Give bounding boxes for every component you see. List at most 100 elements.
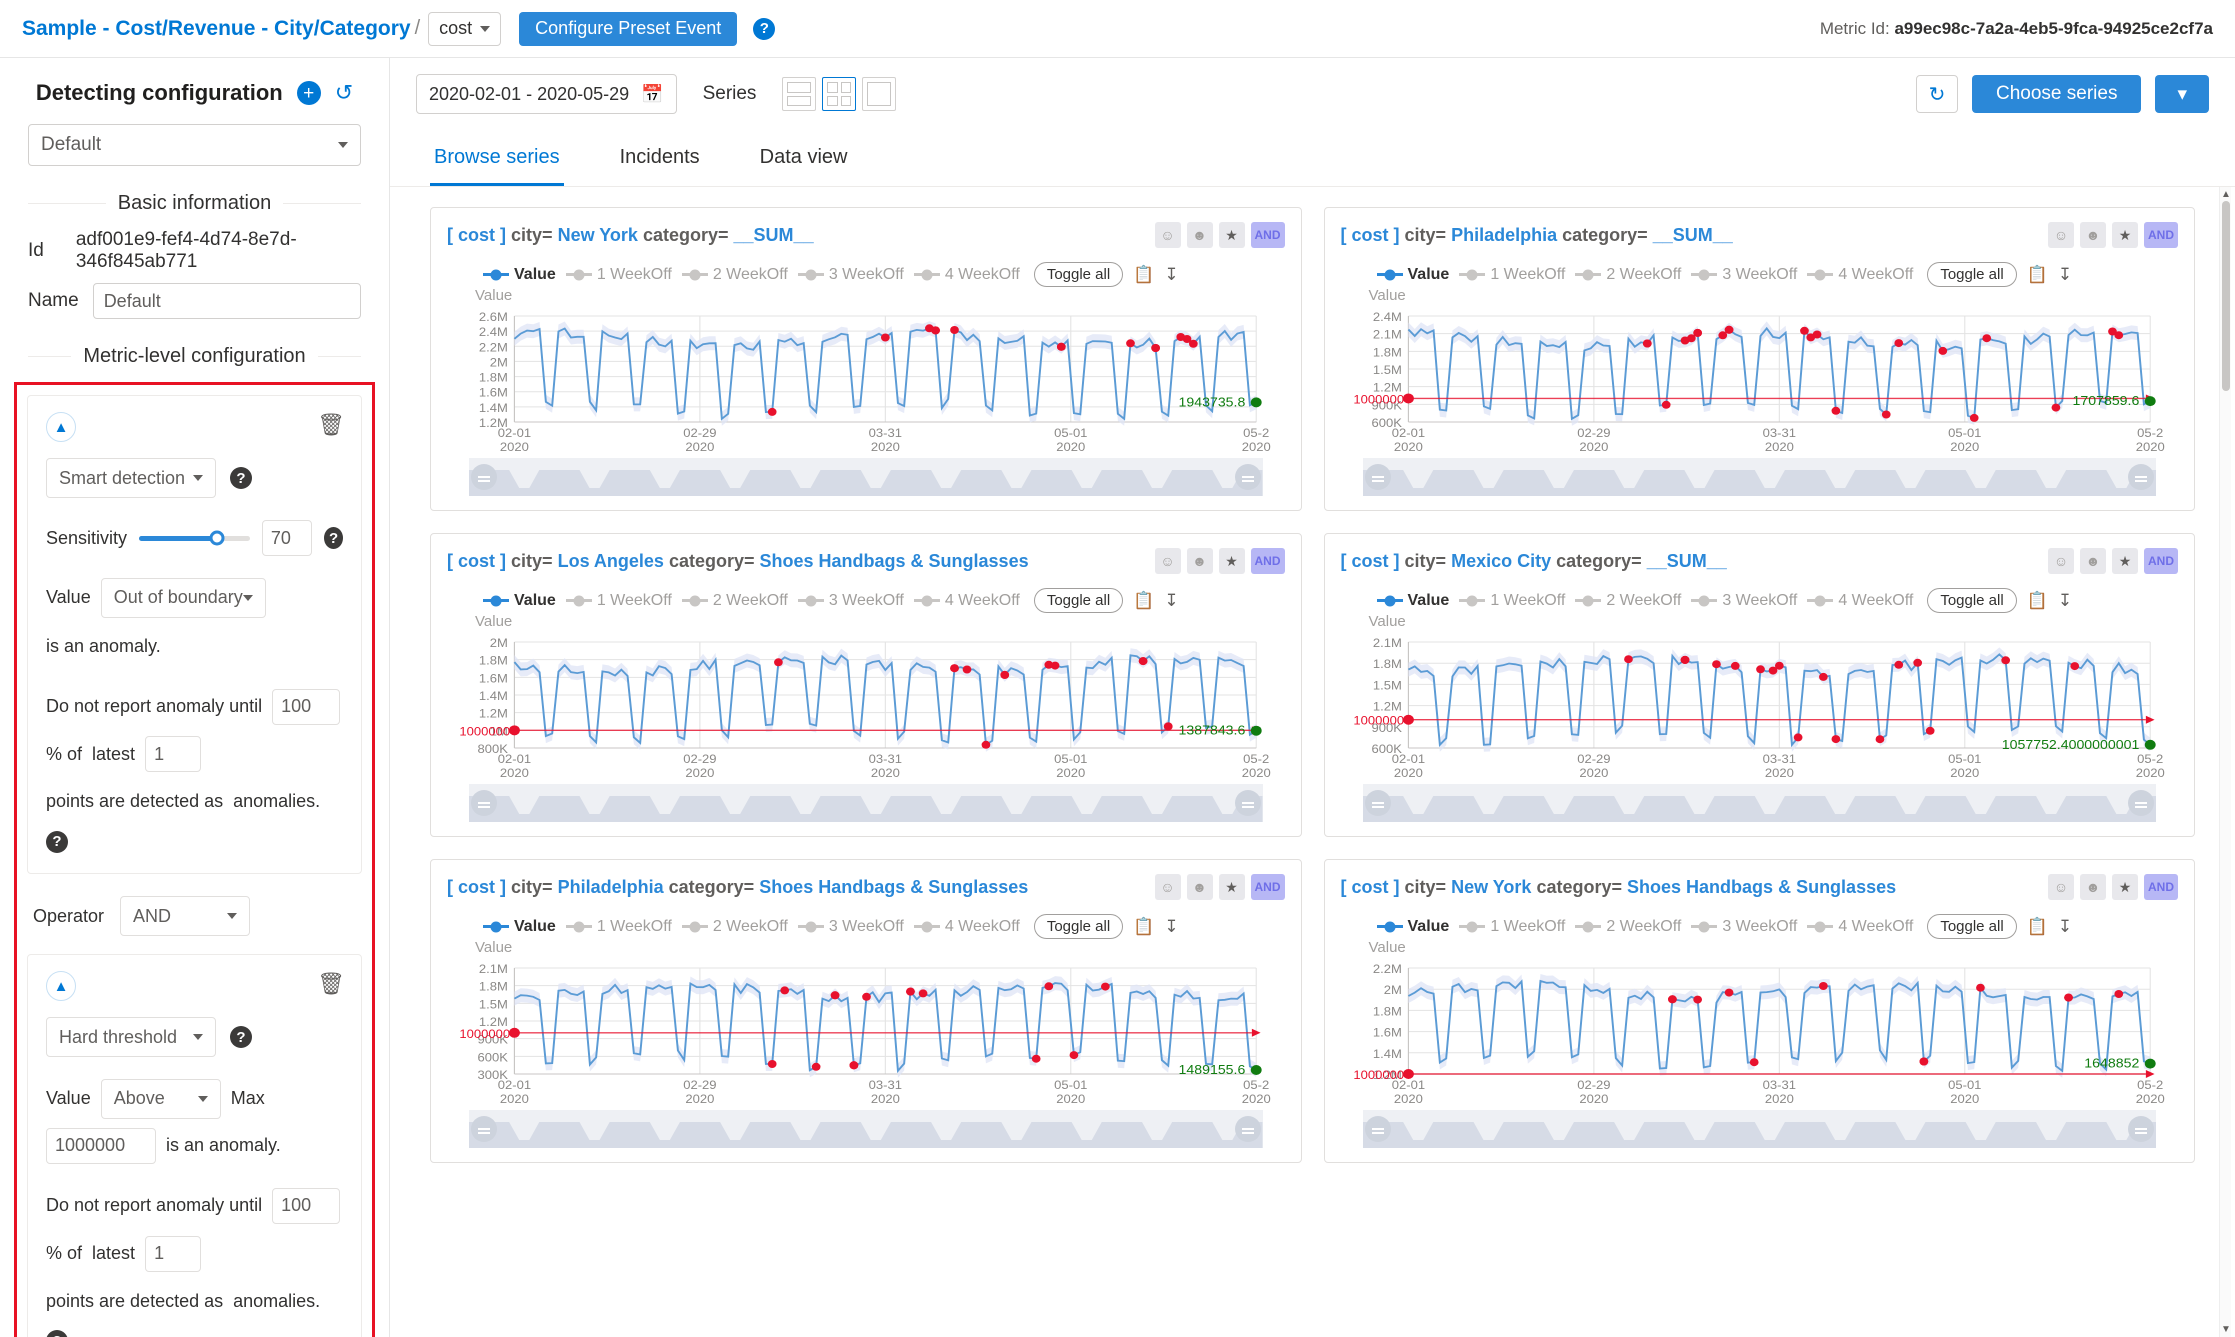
series-menu-button[interactable]: ▾ (2155, 75, 2209, 113)
user-alert-icon[interactable]: ☺ (2048, 548, 2074, 574)
note-icon[interactable]: 📋 (2026, 916, 2048, 936)
help-icon[interactable]: ? (324, 527, 343, 549)
legend-item-weekoff-1[interactable]: 1 WeekOff (565, 918, 672, 936)
series-card-title[interactable]: [ cost ] city= Philadelphia category= __… (1341, 225, 1733, 246)
star-icon[interactable]: ★ (2112, 874, 2138, 900)
and-badge[interactable]: AND (1250, 874, 1285, 900)
legend-item-weekoff-4[interactable]: 4 WeekOff (1807, 266, 1913, 284)
download-icon[interactable]: ↧ (1164, 590, 1179, 610)
tab-incidents[interactable]: Incidents (619, 146, 700, 168)
delete-rule-icon[interactable]: 🗑 (317, 412, 345, 437)
range-handle-left[interactable] (1364, 464, 1391, 490)
series-card-title[interactable]: [ cost ] city= New York category= __SUM_… (447, 225, 814, 246)
sensitivity-slider-knob[interactable] (209, 530, 225, 546)
time-range-slider[interactable] (469, 784, 1263, 822)
series-card-title[interactable]: [ cost ] city= Los Angeles category= Sho… (447, 551, 1029, 572)
toggle-all-button[interactable]: Toggle all (1033, 588, 1124, 613)
legend-item-weekoff-1[interactable]: 1 WeekOff (1459, 918, 1565, 936)
user-alert-icon[interactable]: ☺ (2048, 222, 2074, 248)
threshold-direction-select[interactable]: Above (100, 1079, 221, 1120)
name-input[interactable]: Default (92, 283, 361, 319)
and-badge[interactable]: AND (2144, 222, 2178, 248)
user-alert-icon[interactable]: ☺ (1154, 874, 1181, 900)
chart-plot[interactable]: 2M 1.8M 1.6M 1.4M 1.2M 1M 800K 02-01 2020 02-29 20… (447, 632, 1285, 782)
chart-plot[interactable]: 2.4M 2.1M 1.8M 1.5M 1.2M 900K 600K 02-01 2020 02-… (1341, 306, 2179, 456)
note-icon[interactable]: 📋 (1133, 916, 1155, 936)
layout-grid-button[interactable] (822, 77, 857, 111)
user-settings-icon[interactable]: ☻ (2080, 222, 2106, 248)
help-icon[interactable]: ? (230, 1026, 252, 1049)
help-icon[interactable]: ? (230, 467, 252, 489)
detection-type-select[interactable]: Smart detection (46, 458, 216, 498)
user-settings-icon[interactable]: ☻ (1186, 548, 1213, 574)
download-icon[interactable]: ↧ (1164, 916, 1179, 936)
star-icon[interactable]: ★ (1218, 222, 1245, 248)
note-icon[interactable]: 📋 (1133, 264, 1155, 284)
download-icon[interactable]: ↧ (2057, 916, 2073, 936)
legend-item-weekoff-1[interactable]: 1 WeekOff (565, 266, 672, 284)
legend-item-weekoff-4[interactable]: 4 WeekOff (913, 592, 1020, 610)
legend-item-weekoff-1[interactable]: 1 WeekOff (565, 592, 672, 610)
layout-rows-button[interactable] (782, 77, 817, 111)
range-handle-right[interactable] (1234, 1116, 1261, 1142)
download-icon[interactable]: ↧ (1164, 264, 1179, 284)
chart-plot[interactable]: 2.6M 2.4M 2.2M 2M 1.8M 1.6M 1.4M 1.2M 02-01 2020 0… (447, 306, 1285, 456)
legend-item-weekoff-3[interactable]: 3 WeekOff (797, 918, 904, 936)
range-handle-right[interactable] (2128, 464, 2154, 490)
sensitivity-input[interactable]: 70 (261, 520, 313, 556)
legend-item-weekoff-2[interactable]: 2 WeekOff (681, 592, 788, 610)
time-range-slider[interactable] (1362, 1110, 2156, 1148)
star-icon[interactable]: ★ (2112, 548, 2138, 574)
user-settings-icon[interactable]: ☻ (2080, 874, 2106, 900)
toggle-all-button[interactable]: Toggle all (1927, 914, 2017, 939)
time-range-slider[interactable] (469, 458, 1263, 496)
legend-item-weekoff-4[interactable]: 4 WeekOff (913, 266, 1020, 284)
detection-type-select[interactable]: Hard threshold (46, 1017, 216, 1058)
date-range-picker[interactable]: 2020-02-01 - 2020-05-29 📅 (416, 74, 677, 114)
tab-browse-series[interactable]: Browse series (430, 136, 564, 186)
help-icon[interactable]: ? (753, 17, 776, 40)
legend-item-weekoff-4[interactable]: 4 WeekOff (1807, 592, 1913, 610)
legend-item-weekoff-2[interactable]: 2 WeekOff (1575, 266, 1681, 284)
scrollbar-thumb[interactable] (2222, 201, 2230, 391)
operator-select[interactable]: AND (120, 896, 251, 937)
time-range-slider[interactable] (1362, 784, 2156, 822)
legend-item-weekoff-1[interactable]: 1 WeekOff (1459, 592, 1565, 610)
boundary-direction-select[interactable]: Out of boundary (100, 578, 266, 618)
legend-item-weekoff-1[interactable]: 1 WeekOff (1459, 266, 1565, 284)
toggle-all-button[interactable]: Toggle all (1033, 914, 1124, 939)
legend-item-weekoff-4[interactable]: 4 WeekOff (913, 918, 1020, 936)
note-icon[interactable]: 📋 (2026, 264, 2048, 284)
user-settings-icon[interactable]: ☻ (1186, 222, 1213, 248)
legend-item-weekoff-3[interactable]: 3 WeekOff (797, 266, 904, 284)
measure-select[interactable]: cost (428, 11, 502, 46)
suppress-percent-input[interactable]: 100 (272, 1187, 341, 1224)
legend-item-weekoff-2[interactable]: 2 WeekOff (681, 266, 788, 284)
range-handle-left[interactable] (1364, 790, 1391, 816)
legend-item-value[interactable]: Value (483, 266, 556, 284)
help-icon[interactable]: ? (46, 831, 68, 854)
star-icon[interactable]: ★ (2112, 222, 2138, 248)
legend-item-value[interactable]: Value (483, 592, 556, 610)
range-handle-left[interactable] (471, 1116, 497, 1142)
toggle-all-button[interactable]: Toggle all (1033, 262, 1124, 287)
vertical-scrollbar[interactable]: ▲ ▼ (2219, 187, 2231, 1337)
download-icon[interactable]: ↧ (2057, 590, 2073, 610)
and-badge[interactable]: AND (2144, 548, 2178, 574)
range-handle-left[interactable] (471, 790, 497, 816)
and-badge[interactable]: AND (1250, 548, 1285, 574)
scroll-down-icon[interactable]: ▼ (2221, 1324, 2231, 1335)
legend-item-weekoff-3[interactable]: 3 WeekOff (1691, 918, 1797, 936)
user-alert-icon[interactable]: ☺ (1154, 548, 1181, 574)
configuration-select[interactable]: Default (28, 124, 361, 166)
suppress-points-input[interactable]: 1 (145, 1235, 202, 1272)
scroll-up-icon[interactable]: ▲ (2221, 189, 2231, 200)
configure-preset-event-button[interactable]: Configure Preset Event (519, 11, 738, 46)
legend-item-value[interactable]: Value (483, 918, 556, 936)
help-icon[interactable]: ? (46, 1330, 68, 1337)
legend-item-value[interactable]: Value (1376, 592, 1449, 610)
range-handle-left[interactable] (1364, 1116, 1391, 1142)
tab-data-view[interactable]: Data view (759, 146, 848, 168)
delete-rule-icon[interactable]: 🗑 (317, 971, 345, 997)
legend-item-weekoff-4[interactable]: 4 WeekOff (1807, 918, 1913, 936)
